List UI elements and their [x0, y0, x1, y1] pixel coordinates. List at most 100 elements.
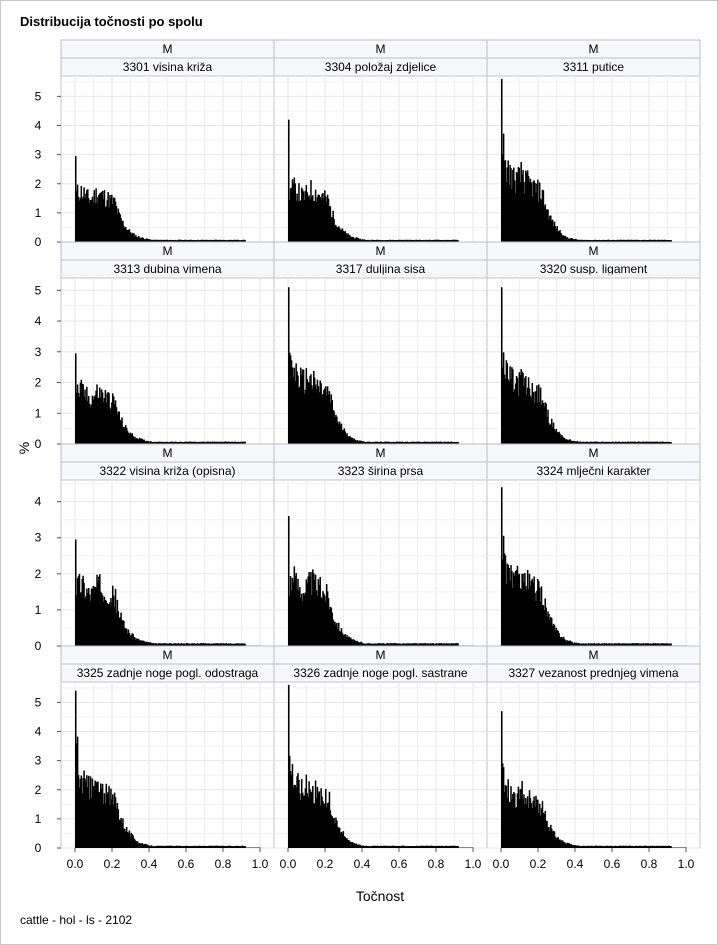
- histogram-bar: [85, 399, 87, 444]
- histogram-bar: [514, 193, 517, 242]
- histogram-bar: [223, 239, 225, 242]
- histogram-bar: [436, 239, 439, 242]
- histogram-bar: [503, 791, 506, 848]
- histogram-bar: [512, 587, 514, 646]
- histogram-bar: [223, 643, 226, 646]
- histogram-bar: [640, 846, 643, 848]
- histogram-bar: [505, 182, 508, 242]
- histogram-bar: [530, 580, 533, 646]
- histogram-bar: [347, 840, 349, 848]
- histogram-bar: [77, 196, 80, 242]
- histogram-bar: [644, 441, 646, 444]
- histogram-bar: [312, 573, 315, 646]
- histogram-bar: [210, 239, 213, 242]
- panel-sex-label: M: [589, 244, 599, 258]
- histogram-bar: [175, 442, 178, 444]
- histogram-bar: [230, 643, 232, 646]
- histogram-bar: [510, 565, 512, 646]
- histogram-bar: [372, 239, 374, 242]
- histogram-bar: [640, 441, 643, 444]
- histogram-bar: [541, 605, 544, 646]
- histogram-bar: [591, 239, 594, 242]
- histogram-bar: [508, 184, 510, 242]
- histogram-bar: [199, 239, 202, 242]
- histogram-bar: [205, 239, 207, 242]
- histogram-bar: [297, 773, 299, 848]
- histogram-bar: [345, 233, 347, 242]
- histogram-bar: [161, 845, 163, 848]
- panel-trait-label: 3313 dubina vimena: [113, 262, 221, 276]
- histogram-bar: [87, 587, 90, 646]
- histogram-bar: [414, 442, 417, 444]
- histogram-bar: [304, 190, 307, 242]
- histogram-bar: [223, 441, 226, 444]
- histogram-bar: [120, 817, 122, 848]
- histogram-bar: [531, 383, 534, 444]
- histogram-bar: [587, 643, 589, 646]
- histogram-bar: [244, 239, 246, 242]
- histogram-bar: [293, 566, 296, 646]
- histogram-bar: [615, 846, 618, 848]
- histogram-bar: [325, 788, 327, 848]
- histogram-bar: [399, 239, 402, 242]
- histogram-bar: [305, 579, 308, 646]
- histogram-bar: [620, 643, 622, 646]
- histogram-bar: [545, 607, 547, 646]
- histogram-bar: [378, 845, 381, 848]
- histogram-bar: [222, 240, 224, 242]
- panel-sex-label: M: [589, 446, 599, 460]
- histogram-bar: [99, 387, 101, 444]
- histogram-bar: [562, 842, 565, 848]
- histogram-bar: [386, 240, 388, 242]
- histogram-bar: [637, 441, 640, 444]
- histogram-bar: [191, 846, 194, 848]
- histogram-bar: [546, 209, 548, 242]
- histogram-bar: [550, 215, 552, 242]
- histogram-bar: [197, 846, 199, 848]
- histogram-bar: [98, 576, 100, 646]
- histogram-bar: [592, 643, 595, 646]
- histogram-bar: [189, 643, 192, 646]
- histogram-bar: [662, 845, 665, 848]
- histogram-bar: [137, 236, 140, 242]
- histogram-bar: [455, 239, 457, 242]
- histogram-bar: [536, 799, 538, 848]
- histogram-bar: [579, 239, 582, 242]
- histogram-bar: [549, 619, 551, 646]
- histogram-bar: [545, 820, 547, 848]
- histogram-bar: [595, 240, 597, 242]
- histogram-bar: [294, 381, 296, 444]
- histogram-bar: [86, 386, 88, 444]
- histogram-bar: [581, 442, 583, 444]
- histogram-bar: [567, 843, 570, 848]
- histogram-bar: [647, 240, 649, 242]
- histogram-bar: [221, 643, 223, 646]
- histogram-bar: [359, 441, 361, 444]
- histogram-bar: [432, 643, 434, 646]
- histogram-bar: [183, 442, 185, 444]
- histogram-bar: [135, 235, 137, 242]
- histogram-bar: [226, 845, 229, 848]
- histogram-bar: [179, 845, 182, 848]
- histogram-bar: [391, 240, 394, 242]
- histogram-bar: [155, 643, 157, 646]
- histogram-bar: [79, 592, 82, 646]
- histogram-bar: [345, 637, 347, 646]
- y-tick-label: 0: [35, 235, 42, 249]
- histogram-bar: [170, 643, 172, 646]
- histogram-bar: [198, 240, 201, 242]
- histogram-bar: [323, 593, 325, 646]
- histogram-bar: [129, 432, 132, 444]
- histogram-bar: [613, 643, 616, 646]
- histogram-bar: [663, 643, 666, 646]
- histogram-bar: [333, 817, 335, 848]
- histogram-bar: [636, 643, 638, 646]
- histogram-bar: [607, 441, 609, 444]
- histogram-bar: [120, 218, 122, 242]
- histogram-bar: [414, 846, 417, 848]
- histogram-bar: [94, 203, 96, 242]
- histogram-bar: [149, 239, 152, 242]
- histogram-bar: [126, 229, 129, 242]
- histogram-bar: [330, 815, 333, 848]
- histogram-bar: [203, 240, 206, 242]
